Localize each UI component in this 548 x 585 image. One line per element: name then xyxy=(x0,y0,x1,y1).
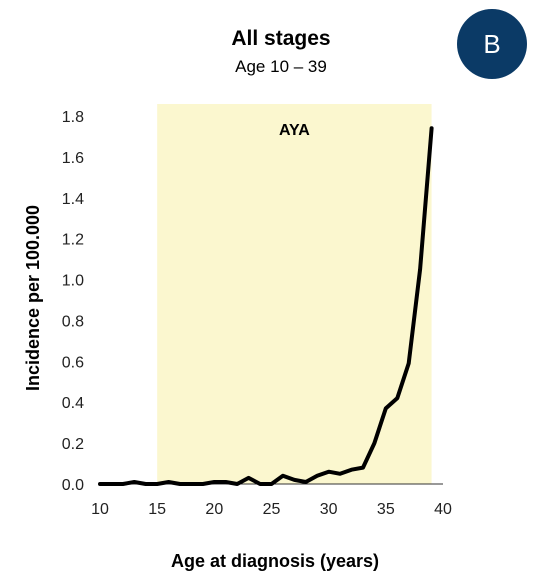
y-tick-label: 1.2 xyxy=(62,232,84,249)
y-tick-label: 1.6 xyxy=(62,150,84,167)
highlight-label: AYA xyxy=(279,122,310,139)
y-axis-label: Incidence per 100.000 xyxy=(23,205,43,391)
x-tick-label: 40 xyxy=(434,501,452,518)
x-tick-label: 30 xyxy=(320,501,338,518)
x-tick-label: 25 xyxy=(263,501,281,518)
x-axis-label: Age at diagnosis (years) xyxy=(171,551,379,571)
y-tick-label: 0.0 xyxy=(62,477,84,494)
y-tick-label: 1.4 xyxy=(62,191,84,208)
chart-subtitle: Age 10 – 39 xyxy=(235,57,327,76)
y-tick-label: 1.8 xyxy=(62,109,84,126)
x-tick-label: 35 xyxy=(377,501,395,518)
chart-title: All stages xyxy=(231,27,330,50)
aya-highlight-region xyxy=(157,104,432,484)
series-line xyxy=(98,126,434,486)
panel-badge xyxy=(457,9,527,79)
x-tick-label: 20 xyxy=(205,501,223,518)
y-tick-label: 0.6 xyxy=(62,354,84,371)
x-tick-label: 15 xyxy=(148,501,166,518)
axis-ticks: 0.0 0.2 0.4 0.6 0.8 1.0 1.2 1.4 1.6 1.8 10 15 20 25 30… xyxy=(62,109,452,518)
y-tick-label: 0.2 xyxy=(62,436,84,453)
panel-badge-label: B xyxy=(483,29,500,59)
x-tick-label: 10 xyxy=(91,501,109,518)
y-tick-label: 1.0 xyxy=(62,273,84,290)
y-tick-label: 0.4 xyxy=(62,395,84,412)
y-tick-label: 0.8 xyxy=(62,313,84,330)
